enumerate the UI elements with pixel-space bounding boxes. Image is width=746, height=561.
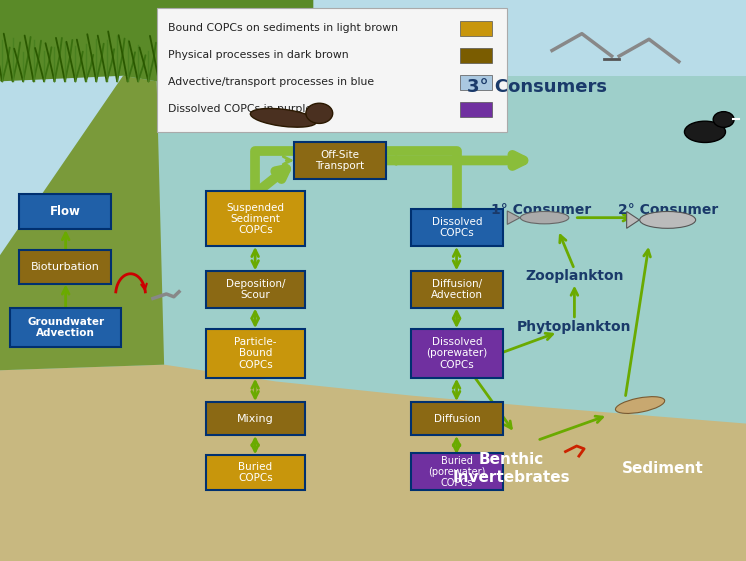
FancyBboxPatch shape bbox=[411, 453, 503, 490]
Text: Diffusion: Diffusion bbox=[433, 413, 480, 424]
FancyBboxPatch shape bbox=[411, 209, 503, 246]
Bar bbox=[460, 21, 492, 36]
Text: Dissolved
(porewater)
COPCs: Dissolved (porewater) COPCs bbox=[426, 337, 488, 370]
FancyBboxPatch shape bbox=[206, 455, 305, 490]
FancyBboxPatch shape bbox=[206, 271, 305, 308]
Text: Sediment: Sediment bbox=[621, 461, 703, 476]
Text: Buried
(porewater)
COPCs: Buried (porewater) COPCs bbox=[428, 456, 486, 488]
Text: Bioturbation: Bioturbation bbox=[31, 262, 100, 272]
Text: Particle-
Bound
COPCs: Particle- Bound COPCs bbox=[234, 337, 277, 370]
Text: 1° Consumer: 1° Consumer bbox=[491, 204, 591, 217]
FancyBboxPatch shape bbox=[206, 329, 305, 378]
Text: Bound COPCs on sediments in light brown: Bound COPCs on sediments in light brown bbox=[168, 23, 398, 33]
Text: Advective/transport processes in blue: Advective/transport processes in blue bbox=[168, 77, 374, 87]
Polygon shape bbox=[0, 76, 164, 370]
FancyBboxPatch shape bbox=[10, 308, 121, 347]
FancyBboxPatch shape bbox=[206, 191, 305, 246]
Text: 3° Consumers: 3° Consumers bbox=[467, 78, 607, 96]
Circle shape bbox=[306, 103, 333, 123]
Ellipse shape bbox=[684, 121, 725, 142]
Text: Suspended
Sediment
COPCs: Suspended Sediment COPCs bbox=[227, 203, 284, 235]
Ellipse shape bbox=[639, 211, 695, 228]
Polygon shape bbox=[507, 211, 520, 224]
Polygon shape bbox=[0, 365, 746, 561]
Text: Zooplankton: Zooplankton bbox=[525, 269, 624, 283]
Text: Phytoplankton: Phytoplankton bbox=[517, 320, 632, 333]
Text: Off-Site
Transport: Off-Site Transport bbox=[316, 150, 364, 171]
Ellipse shape bbox=[521, 211, 569, 224]
Polygon shape bbox=[627, 211, 639, 228]
Text: 2° Consumer: 2° Consumer bbox=[618, 204, 718, 217]
Text: Buried
COPCs: Buried COPCs bbox=[238, 462, 273, 483]
Text: Deposition/
Scour: Deposition/ Scour bbox=[226, 279, 285, 300]
FancyBboxPatch shape bbox=[206, 402, 305, 435]
Text: Diffusion/
Advection: Diffusion/ Advection bbox=[431, 279, 483, 300]
Polygon shape bbox=[0, 0, 313, 81]
Circle shape bbox=[713, 112, 734, 127]
Text: Benthic
Invertebrates: Benthic Invertebrates bbox=[452, 452, 570, 485]
Ellipse shape bbox=[615, 397, 665, 413]
FancyBboxPatch shape bbox=[19, 250, 111, 284]
FancyBboxPatch shape bbox=[411, 402, 503, 435]
FancyBboxPatch shape bbox=[294, 142, 386, 179]
Ellipse shape bbox=[251, 108, 316, 127]
Text: Groundwater
Advection: Groundwater Advection bbox=[27, 317, 104, 338]
Text: Physical processes in dark brown: Physical processes in dark brown bbox=[168, 50, 348, 60]
FancyBboxPatch shape bbox=[411, 271, 503, 308]
Bar bbox=[460, 48, 492, 63]
Text: Dissolved COPCs in purple: Dissolved COPCs in purple bbox=[168, 104, 312, 114]
Bar bbox=[460, 75, 492, 90]
Text: Flow: Flow bbox=[50, 205, 81, 218]
Text: Mixing: Mixing bbox=[237, 413, 274, 424]
FancyBboxPatch shape bbox=[157, 8, 507, 132]
FancyBboxPatch shape bbox=[411, 329, 503, 378]
Text: Dissolved
COPCs: Dissolved COPCs bbox=[432, 217, 482, 238]
Polygon shape bbox=[0, 76, 746, 561]
Bar bbox=[460, 102, 492, 117]
FancyBboxPatch shape bbox=[19, 194, 111, 229]
